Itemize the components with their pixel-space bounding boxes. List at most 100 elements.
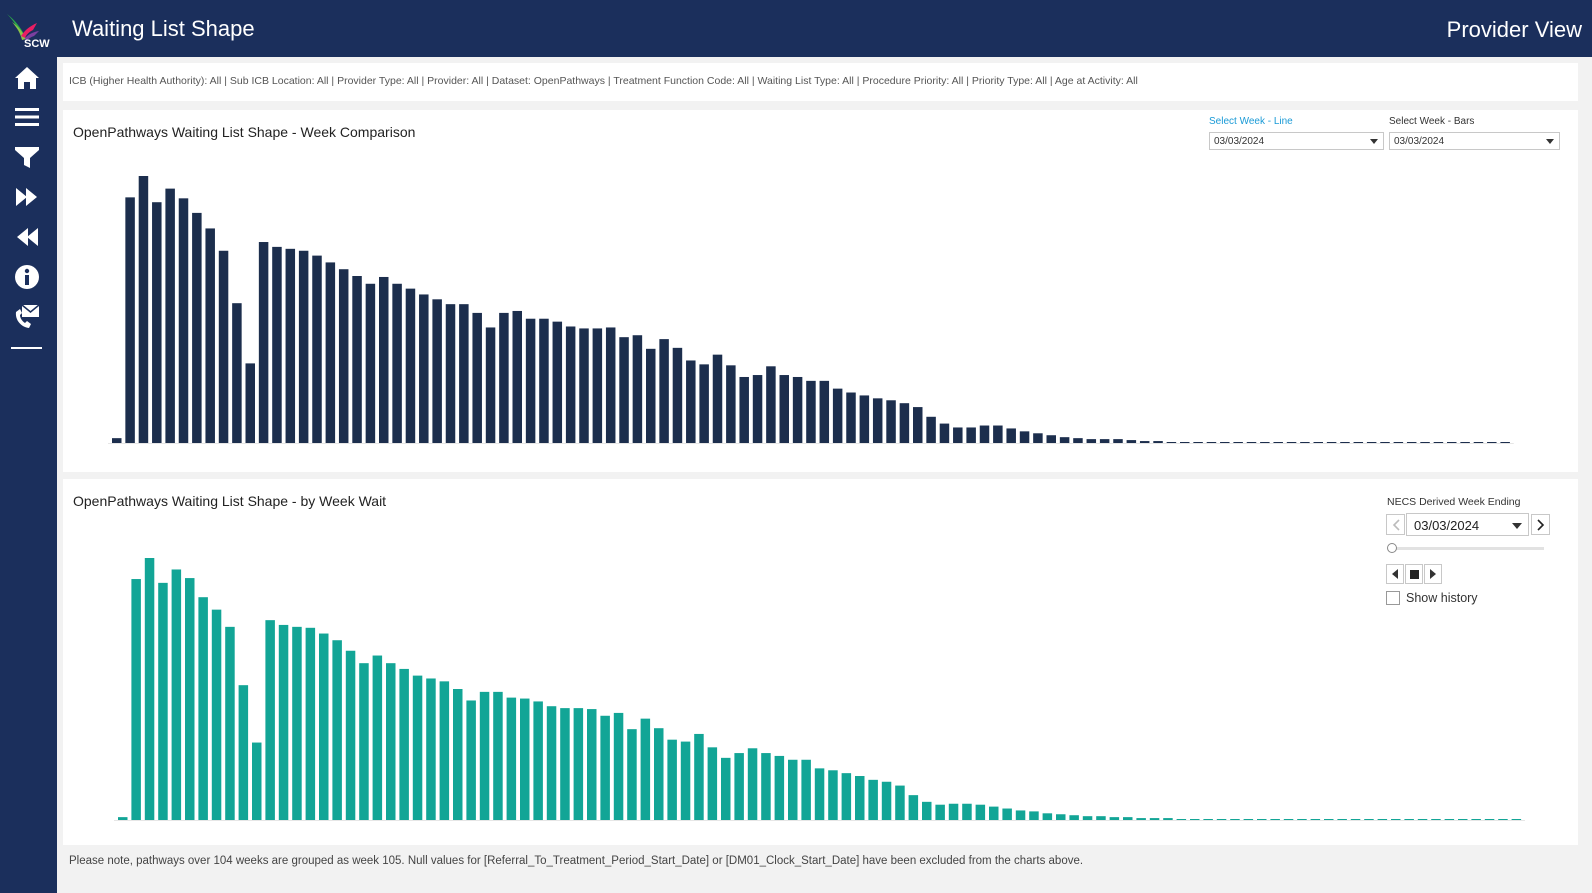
stop-button[interactable] (1405, 564, 1423, 584)
chart-bar[interactable] (1099, 439, 1110, 443)
chart-bar[interactable] (872, 398, 883, 443)
chart-bar[interactable] (672, 347, 683, 443)
chart-bar[interactable] (539, 318, 549, 443)
chart-bar[interactable] (667, 739, 677, 820)
chart-bar[interactable] (926, 416, 936, 443)
chart-bar[interactable] (125, 197, 135, 443)
chart-bar[interactable] (158, 582, 168, 820)
week-slider-thumb[interactable] (1387, 543, 1397, 553)
chart-bar[interactable] (272, 246, 282, 443)
chart-bar[interactable] (405, 288, 416, 443)
chart-bar[interactable] (886, 400, 896, 443)
chart-bar[interactable] (1033, 433, 1043, 443)
contact-icon[interactable] (11, 300, 43, 332)
play-forward-button[interactable] (1424, 564, 1442, 584)
chart-bar[interactable] (472, 312, 482, 443)
chart-bar[interactable] (1069, 815, 1079, 820)
chart-bar[interactable] (144, 558, 155, 820)
chart-bar[interactable] (801, 759, 811, 820)
chart-bar[interactable] (1393, 442, 1404, 443)
chart-bar[interactable] (1042, 813, 1053, 820)
chart-bar[interactable] (819, 380, 830, 443)
chart-bar[interactable] (1257, 819, 1267, 820)
menu-icon[interactable] (11, 101, 43, 133)
chart-bar[interactable] (1153, 441, 1163, 443)
chart-bar[interactable] (721, 757, 731, 820)
chart-bar[interactable] (1019, 431, 1030, 443)
chart-bar[interactable] (592, 328, 603, 443)
chart-bar[interactable] (680, 741, 691, 820)
chart-bar[interactable] (332, 640, 342, 820)
chart-bar[interactable] (953, 427, 963, 443)
chart-bar[interactable] (138, 176, 149, 443)
chart-bar[interactable] (828, 770, 838, 820)
chart-bar[interactable] (989, 806, 999, 820)
chart-bar[interactable] (560, 708, 570, 820)
chart-bar[interactable] (1286, 442, 1297, 443)
chart-bar[interactable] (627, 729, 637, 820)
chart-bar[interactable] (774, 755, 785, 820)
chart-bar[interactable] (579, 328, 589, 443)
chart-bar[interactable] (712, 354, 723, 443)
chart-bar[interactable] (859, 395, 870, 443)
chart-bar[interactable] (573, 708, 584, 820)
chart-bar[interactable] (499, 312, 509, 443)
chart-bar[interactable] (439, 681, 450, 820)
home-icon[interactable] (11, 62, 43, 94)
chart-bar[interactable] (1139, 441, 1150, 443)
chart-bar[interactable] (493, 691, 503, 820)
chart-bar[interactable] (913, 407, 923, 443)
chart-bar[interactable] (533, 701, 543, 820)
chart-bar[interactable] (512, 310, 523, 443)
chart-bar[interactable] (1163, 818, 1173, 820)
select-week-bars-dropdown[interactable]: 03/03/2024 (1389, 132, 1560, 150)
chart-bar[interactable] (298, 250, 309, 443)
chart-bar[interactable] (726, 365, 736, 443)
chart-bar[interactable] (412, 675, 423, 820)
chart-bar[interactable] (1498, 819, 1508, 820)
prev-week-button[interactable] (1386, 514, 1405, 535)
chart-bar[interactable] (386, 663, 396, 820)
chart-bar[interactable] (1364, 819, 1374, 820)
chart-bar[interactable] (1059, 437, 1070, 443)
chart-bar[interactable] (118, 817, 128, 820)
chart-bar[interactable] (1073, 438, 1083, 443)
chart-bar[interactable] (646, 348, 656, 443)
chart-bar[interactable] (881, 781, 892, 820)
chart-bar[interactable] (1471, 819, 1481, 820)
chart-bar[interactable] (1313, 442, 1324, 443)
chart-bar[interactable] (1123, 817, 1133, 820)
chart-bar[interactable] (419, 294, 429, 443)
chart-bar[interactable] (613, 712, 624, 820)
chart-bar[interactable] (1297, 819, 1307, 820)
chart-bar[interactable] (1353, 442, 1364, 443)
chart-bar[interactable] (1350, 819, 1361, 820)
chart-bar[interactable] (1310, 819, 1321, 820)
chart-bar[interactable] (855, 776, 865, 820)
chart-bar[interactable] (632, 335, 643, 443)
chart-bar[interactable] (939, 423, 950, 443)
chart-bar[interactable] (1417, 819, 1428, 820)
chart-bar[interactable] (265, 620, 275, 820)
chart-bar[interactable] (1260, 442, 1270, 443)
chart-bar[interactable] (694, 733, 704, 820)
chart-bar[interactable] (399, 668, 409, 820)
info-icon[interactable] (11, 261, 43, 293)
chart-bar[interactable] (292, 626, 302, 820)
chart-bar[interactable] (345, 650, 356, 820)
chart-bar[interactable] (1086, 439, 1097, 443)
chart-bar[interactable] (1380, 442, 1390, 443)
chart-bar[interactable] (1444, 819, 1455, 820)
chart-bar[interactable] (1002, 808, 1012, 820)
chart-bar[interactable] (192, 212, 202, 443)
chart-bar[interactable] (1029, 811, 1039, 820)
chart-bar[interactable] (325, 262, 336, 443)
chart-bar[interactable] (1166, 442, 1177, 443)
chart-bar[interactable] (962, 803, 972, 820)
chart-bar[interactable] (285, 248, 296, 443)
fast-forward-icon[interactable] (11, 181, 43, 213)
chart-bar[interactable] (359, 663, 369, 820)
chart-bar[interactable] (832, 388, 843, 443)
chart-bar[interactable] (152, 202, 162, 443)
chart-bar[interactable] (1300, 442, 1310, 443)
